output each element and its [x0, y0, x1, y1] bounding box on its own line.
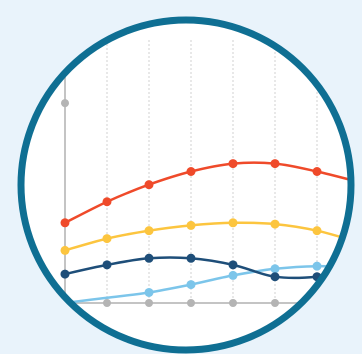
x-tick-dot-3 [187, 299, 195, 307]
series-4-point-6 [270, 264, 280, 274]
series-2-point-7 [312, 226, 322, 236]
series-2-point-5 [228, 218, 238, 228]
series-2-point-6 [270, 219, 280, 229]
series-1-point-6 [270, 159, 280, 169]
series-4-point-4 [186, 280, 196, 290]
series-3-point-4 [186, 253, 196, 263]
series-2-point-3 [144, 226, 154, 236]
series-4-point-3 [144, 287, 154, 297]
x-tick-dot-4 [229, 299, 237, 307]
x-tick-dot-2 [145, 299, 153, 307]
circle-ring [17, 16, 355, 354]
series-2-point-1 [60, 245, 70, 255]
series-1-point-5 [228, 159, 238, 169]
series-4-point-5 [228, 270, 238, 280]
series-1-point-4 [186, 167, 196, 176]
series-3-point-2 [102, 260, 112, 270]
series-2-point-4 [186, 220, 196, 230]
series-3-point-3 [144, 253, 154, 263]
series-3-point-1 [60, 269, 70, 279]
x-tick-dot-5 [271, 299, 279, 307]
series-1-point-1 [60, 218, 70, 228]
y-tick-dot-1 [61, 99, 69, 108]
series-1-point-2 [102, 197, 112, 207]
series-1-point-7 [312, 167, 322, 176]
x-tick-dot-1 [103, 299, 111, 307]
series-2-point-2 [102, 234, 112, 244]
series-3-point-5 [228, 260, 238, 270]
series-1-point-3 [144, 180, 154, 190]
series-4-point-7 [312, 261, 322, 271]
x-tick-dot-6 [313, 299, 321, 307]
series-3-point-6 [270, 272, 280, 282]
